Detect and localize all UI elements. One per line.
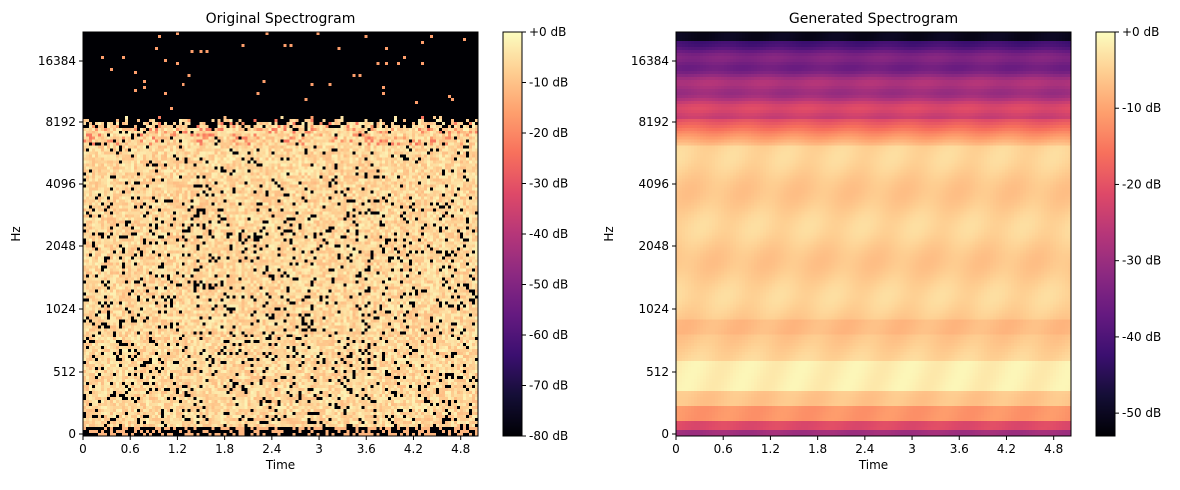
colorbar-tick-label: -60 dB [529, 328, 568, 342]
colorbar-tick-label: -20 dB [529, 126, 568, 140]
x-tick-label: 2.4 [262, 442, 281, 456]
x-tick-label: 1.2 [761, 442, 780, 456]
x-axis-label: Time [265, 458, 295, 472]
x-tick-label: 4.2 [404, 442, 423, 456]
x-tick-label: 0 [672, 442, 680, 456]
x-tick-label: 1.2 [168, 442, 187, 456]
colorbar-tick-label: -50 dB [529, 278, 568, 292]
y-tick-label: 512 [646, 365, 669, 379]
colorbar [503, 32, 522, 436]
y-tick-label: 16384 [631, 54, 669, 68]
x-tick-label: 4.2 [997, 442, 1016, 456]
y-tick-label: 2048 [638, 239, 669, 253]
x-tick-label: 0 [79, 442, 87, 456]
x-tick-label: 4.8 [451, 442, 470, 456]
x-tick-label: 3.6 [950, 442, 969, 456]
colorbar-tick-label: -70 dB [529, 379, 568, 393]
spectrogram-panel-1 [79, 31, 526, 440]
spectrogram-image-2 [676, 32, 1071, 436]
chart-title: Original Spectrogram [206, 11, 356, 27]
colorbar-tick-label: -20 dB [1122, 177, 1161, 191]
colorbar-tick-label: -40 dB [1122, 330, 1161, 344]
y-tick-label: 0 [68, 427, 76, 441]
y-tick-label: 4096 [638, 177, 669, 191]
y-axis-label: Hz [602, 226, 616, 241]
x-tick-label: 3.6 [357, 442, 376, 456]
plot-frame [82, 31, 479, 437]
x-tick-label: 0.6 [714, 442, 733, 456]
y-tick-label: 512 [53, 365, 76, 379]
colorbar-tick-label: -50 dB [1122, 406, 1161, 420]
colorbar-tick-label: -30 dB [1122, 254, 1161, 268]
colorbar-tick-label: -10 dB [529, 76, 568, 90]
colorbar-tick-label: -80 dB [529, 429, 568, 443]
y-tick-label: 4096 [45, 177, 76, 191]
chart-title: Generated Spectrogram [789, 11, 958, 27]
x-tick-label: 4.8 [1044, 442, 1063, 456]
spectrogram-panel-2 [672, 31, 1119, 440]
colorbar [1096, 32, 1115, 436]
y-tick-label: 8192 [638, 115, 669, 129]
x-tick-label: 3 [908, 442, 916, 456]
y-tick-label: 2048 [45, 239, 76, 253]
x-tick-label: 2.4 [855, 442, 874, 456]
x-tick-label: 1.8 [808, 442, 827, 456]
y-tick-label: 1024 [638, 302, 669, 316]
colorbar-tick-label: +0 dB [1122, 25, 1159, 39]
y-axis-label: Hz [9, 226, 23, 241]
colorbar-tick-label: -10 dB [1122, 101, 1161, 115]
plot-frame [675, 31, 1072, 437]
colorbar-frame [1095, 31, 1116, 437]
x-tick-label: 0.6 [121, 442, 140, 456]
y-tick-label: 16384 [38, 54, 76, 68]
y-tick-label: 8192 [45, 115, 76, 129]
x-tick-label: 1.8 [215, 442, 234, 456]
x-tick-label: 3 [315, 442, 323, 456]
colorbar-tick-label: -30 dB [529, 177, 568, 191]
y-tick-label: 0 [661, 427, 669, 441]
spectrogram-image-1 [83, 32, 478, 436]
colorbar-tick-label: -40 dB [529, 227, 568, 241]
colorbar-tick-label: +0 dB [529, 25, 566, 39]
y-tick-label: 1024 [45, 302, 76, 316]
x-axis-label: Time [858, 458, 888, 472]
